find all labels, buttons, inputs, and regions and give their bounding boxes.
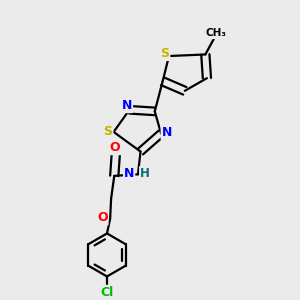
Text: N: N [122,99,132,112]
Text: O: O [110,141,120,154]
Text: N: N [162,126,172,140]
Text: Cl: Cl [100,286,114,299]
Text: N: N [124,167,134,180]
Text: CH₃: CH₃ [206,28,227,38]
Text: S: S [160,47,169,60]
Text: S: S [103,125,112,138]
Text: O: O [97,212,108,224]
Text: H: H [140,167,150,180]
